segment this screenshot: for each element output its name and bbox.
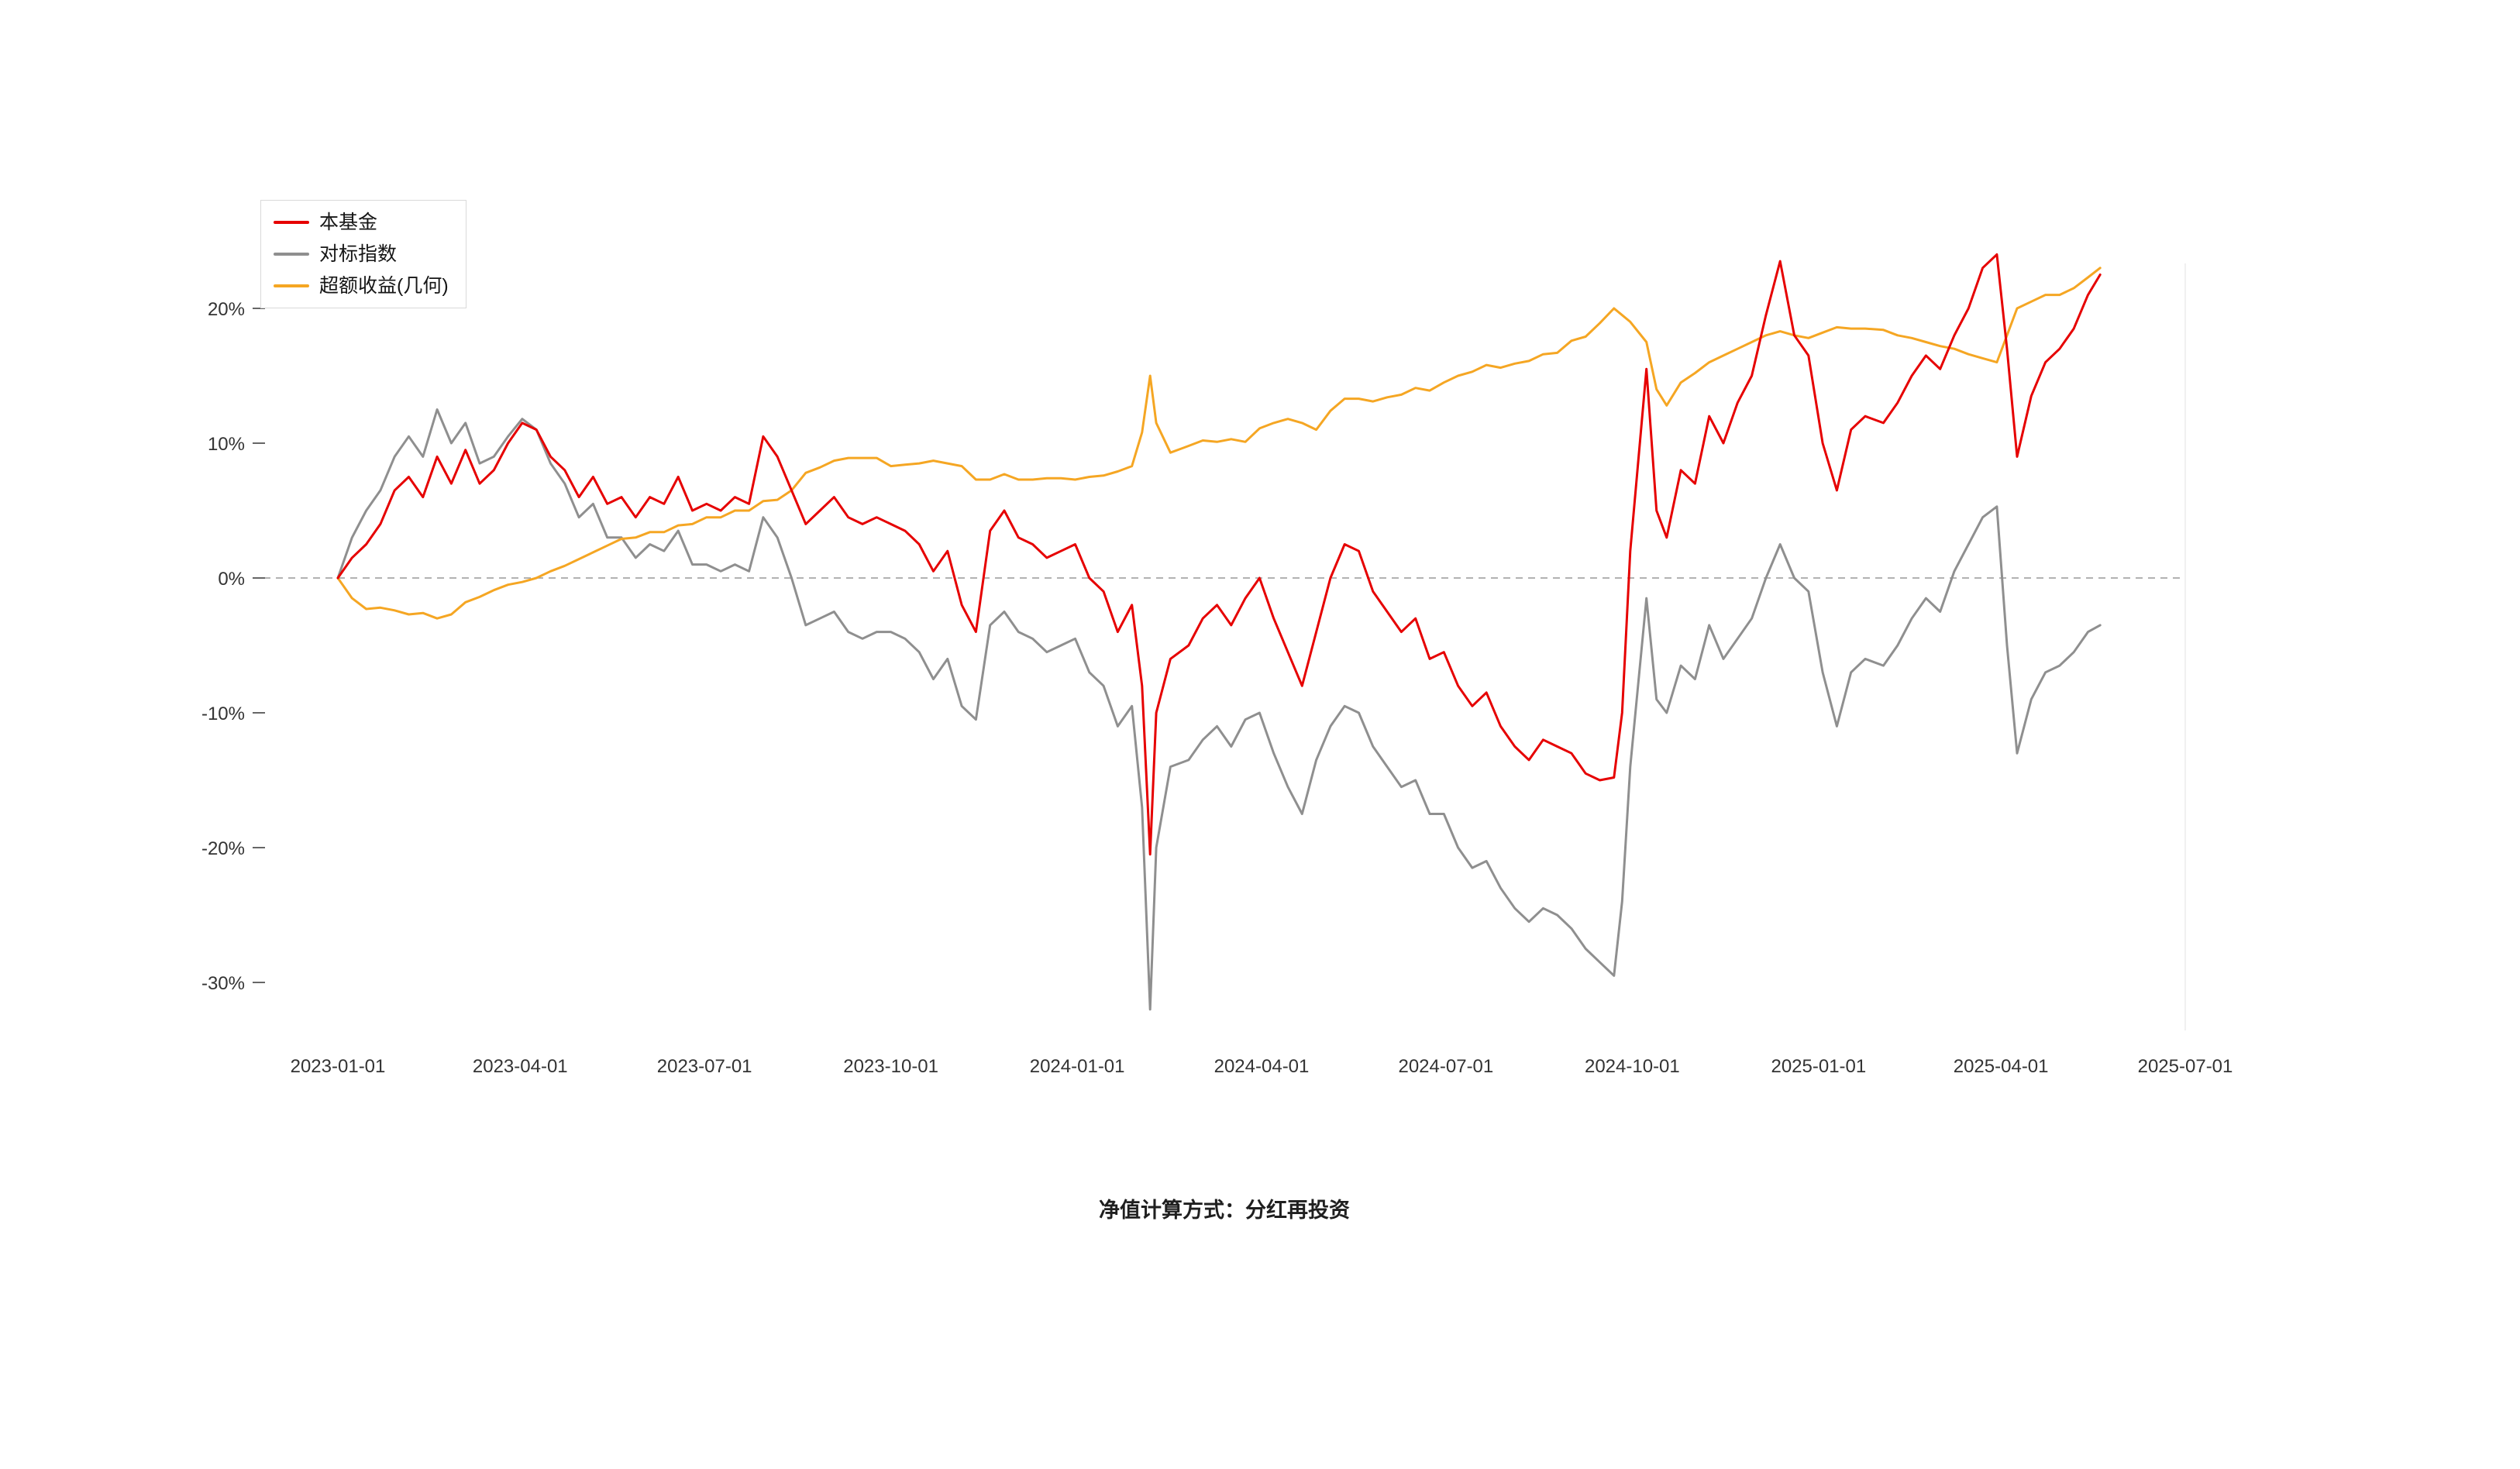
legend-label-benchmark: 对标指数	[319, 243, 398, 265]
legend-label-fund: 本基金	[319, 212, 378, 233]
x-tick-label: 2023-10-01	[843, 1056, 938, 1077]
y-tick-label: 20%	[208, 299, 245, 320]
x-tick-label: 2024-07-01	[1398, 1056, 1493, 1077]
benchmark-line-swatch	[274, 253, 309, 256]
legend-item-excess[interactable]: 超额收益(几何)	[274, 275, 449, 298]
x-tick-label: 2025-04-01	[1954, 1056, 2049, 1077]
y-tick-label: -10%	[201, 704, 245, 724]
y-tick-label: 10%	[208, 434, 245, 455]
benchmark-line	[336, 408, 2102, 1011]
legend-label-excess: 超额收益(几何)	[319, 274, 449, 297]
excess-line-swatch	[274, 284, 309, 287]
x-tick-label: 2023-04-01	[473, 1056, 568, 1077]
legend-item-fund[interactable]: 本基金	[274, 212, 449, 234]
x-tick-label: 2024-10-01	[1585, 1056, 1680, 1077]
x-tick-label: 2024-01-01	[1030, 1056, 1125, 1077]
nav-calculation-note: 净值计算方式：分红再投资	[1099, 1199, 1350, 1222]
chart-legend: 本基金 对标指数 超额收益(几何)	[260, 200, 466, 309]
x-tick-label: 2024-04-01	[1214, 1056, 1310, 1077]
x-tick-label: 2023-01-01	[291, 1056, 386, 1077]
x-tick-label: 2025-07-01	[2138, 1056, 2233, 1077]
fund-line	[336, 253, 2102, 856]
y-tick-label: 0%	[218, 569, 245, 590]
excess-line	[336, 267, 2102, 620]
legend-item-benchmark[interactable]: 对标指数	[274, 243, 449, 266]
x-tick-label: 2025-01-01	[1771, 1056, 1866, 1077]
fund-line-swatch	[274, 221, 309, 225]
x-tick-label: 2023-07-01	[657, 1056, 752, 1077]
y-tick-label: -20%	[201, 838, 245, 859]
y-tick-label: -30%	[201, 973, 245, 994]
